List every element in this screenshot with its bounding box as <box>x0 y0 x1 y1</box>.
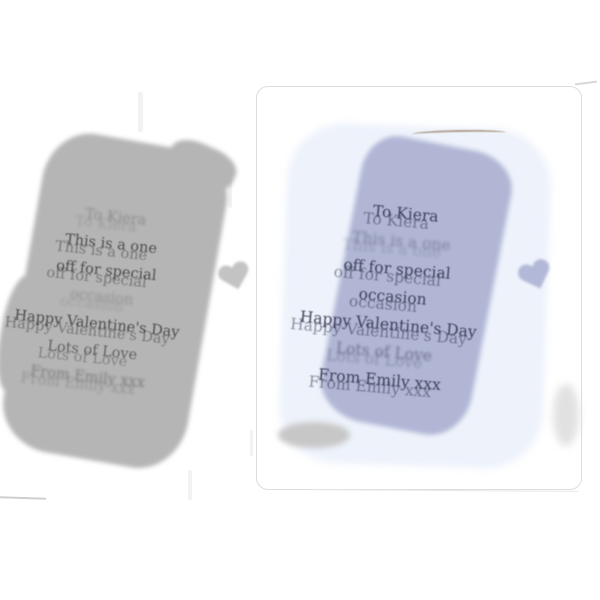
left-message-text: To Kiera This is a one off for special occa… <box>0 189 212 408</box>
artifact-streak <box>250 430 253 456</box>
right-message-text: To Kiera This is a one off for special occa… <box>288 186 496 408</box>
shadow-blob <box>278 422 350 448</box>
shadow-blob <box>553 384 579 446</box>
artifact-streak <box>228 168 232 208</box>
artifact-streak <box>188 470 192 500</box>
artifact-streak <box>138 92 143 132</box>
card-corner-artifact <box>574 80 598 86</box>
frame-line <box>0 496 47 500</box>
heart-icon <box>216 260 254 296</box>
